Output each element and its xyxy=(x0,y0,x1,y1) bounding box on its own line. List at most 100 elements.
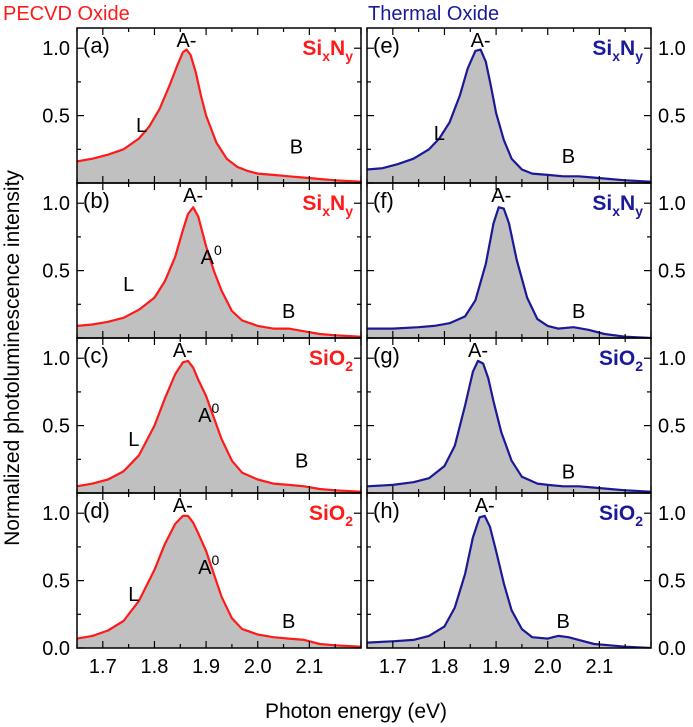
left-column-title: PECVD Oxide xyxy=(3,3,130,25)
spectrum-line-a xyxy=(77,48,361,183)
panel-e: 0.5 1.0 (e) SixNy A- L B xyxy=(366,27,686,184)
peak-annotation-b: A0 xyxy=(201,242,222,269)
panel-frame-h xyxy=(366,492,652,649)
peak-annotation-a: L xyxy=(136,115,147,137)
panel-label-g: (g) xyxy=(373,343,400,368)
y-tick-label-d: 1.0 xyxy=(42,503,70,525)
y-tick-label-b: 1.0 xyxy=(42,193,70,215)
material-label-d: SiO2 xyxy=(309,502,353,529)
peak-annotation-g: A- xyxy=(468,340,488,362)
x-tick-label-h: 1.9 xyxy=(482,656,510,678)
material-label-b: SixNy xyxy=(302,192,353,219)
y-tick-label-f: 0.5 xyxy=(658,261,686,283)
spectrum-fill-d xyxy=(77,515,361,648)
y-tick-label-a: 1.0 xyxy=(42,38,70,60)
peak-annotation-b: L xyxy=(123,274,134,296)
right-column-title: Thermal Oxide xyxy=(368,3,499,25)
panel-h: 0.0 0.5 1.0 1.7 1.8 1.9 2.0 2.1 (h) SiO2 A- B xyxy=(366,492,686,678)
y-tick-label-c: 0.5 xyxy=(42,416,70,438)
x-tick-label-d: 2.0 xyxy=(244,656,272,678)
spectrum-fill-h xyxy=(367,515,651,648)
panel-a: 0.5 1.0 (a) SixNy A- L B xyxy=(42,27,362,184)
panel-label-h: (h) xyxy=(373,498,400,523)
material-label-g: SiO2 xyxy=(599,347,643,374)
y-tick-label-h: 0.5 xyxy=(658,571,686,593)
spectrum-line-b xyxy=(77,206,361,338)
panel-label-a: (a) xyxy=(83,33,110,58)
peak-annotation-e: L xyxy=(434,123,445,145)
x-tick-label-h: 1.8 xyxy=(431,656,459,678)
peak-annotation-d: L xyxy=(128,584,139,606)
panel-d: 0.0 0.5 1.0 1.7 1.8 1.9 2.0 2.1 (d) SiO2 A- L A0 B xyxy=(42,492,362,678)
y-tick-label-f: 1.0 xyxy=(658,193,686,215)
spectrum-line-g xyxy=(367,359,651,493)
spectrum-fill-g xyxy=(367,360,651,493)
y-tick-label-e: 1.0 xyxy=(658,38,686,60)
y-tick-label-a: 0.5 xyxy=(42,106,70,128)
panel-label-b: (b) xyxy=(83,188,110,213)
spectrum-line-c xyxy=(77,359,361,493)
x-axis-label: Photon energy (eV) xyxy=(265,700,447,723)
panel-label-e: (e) xyxy=(373,33,400,58)
peak-annotation-h: A- xyxy=(475,495,495,517)
material-label-a: SixNy xyxy=(302,37,353,64)
y-tick-label-e: 0.5 xyxy=(658,106,686,128)
panel-label-d: (d) xyxy=(83,498,110,523)
y-tick-label-b: 0.5 xyxy=(42,261,70,283)
x-tick-label-d: 1.7 xyxy=(89,656,117,678)
y-tick-label-g: 0.5 xyxy=(658,416,686,438)
peak-annotation-g: B xyxy=(562,461,575,483)
x-tick-label-d: 1.8 xyxy=(141,656,169,678)
material-label-f: SixNy xyxy=(592,192,643,219)
peak-annotation-c: A- xyxy=(173,340,193,362)
y-tick-label-h: 0.0 xyxy=(658,638,686,660)
spectrum-line-d xyxy=(77,514,361,648)
peak-annotation-c: A0 xyxy=(198,400,219,427)
x-tick-label-h: 2.0 xyxy=(534,656,562,678)
peak-annotation-c: B xyxy=(295,451,308,473)
spectrum-fill-c xyxy=(77,360,361,493)
peak-annotation-c: L xyxy=(128,429,139,451)
y-tick-label-h: 1.0 xyxy=(658,503,686,525)
peak-annotation-b: A- xyxy=(183,185,203,207)
peak-annotation-h: B xyxy=(557,611,570,633)
peak-annotation-f: B xyxy=(572,301,585,323)
peak-annotation-e: B xyxy=(562,146,575,168)
spectrum-fill-a xyxy=(77,49,361,183)
y-tick-label-g: 1.0 xyxy=(658,348,686,370)
spectrum-fill-e xyxy=(367,49,651,183)
peak-annotation-d: A- xyxy=(173,495,193,517)
x-tick-label-h: 1.7 xyxy=(379,656,407,678)
y-tick-label-d: 0.0 xyxy=(42,638,70,660)
peak-annotation-b: B xyxy=(282,301,295,323)
panel-label-c: (c) xyxy=(83,343,109,368)
spectrum-line-f xyxy=(367,206,651,338)
peak-annotation-f: A- xyxy=(491,185,511,207)
x-tick-label-d: 2.1 xyxy=(295,656,323,678)
material-label-h: SiO2 xyxy=(599,502,643,529)
spectrum-line-e xyxy=(367,48,651,183)
peak-annotation-d: A0 xyxy=(198,552,219,579)
x-tick-label-d: 1.9 xyxy=(192,656,220,678)
panel-f: 0.5 1.0 (f) SixNy A- B xyxy=(366,182,686,339)
peak-annotation-e: A- xyxy=(471,30,491,52)
y-axis-label: Normalized photoluminescence intensity xyxy=(1,170,24,546)
peak-annotation-a: B xyxy=(290,137,303,159)
panel-label-f: (f) xyxy=(373,188,394,213)
material-label-c: SiO2 xyxy=(309,347,353,374)
panel-g: 0.5 1.0 (g) SiO2 A- B xyxy=(366,337,686,494)
y-tick-label-c: 1.0 xyxy=(42,348,70,370)
peak-annotation-d: B xyxy=(282,611,295,633)
panel-b: 0.5 1.0 (b) SixNy A- L A0 B xyxy=(42,182,362,339)
x-tick-label-h: 2.1 xyxy=(585,656,613,678)
material-label-e: SixNy xyxy=(592,37,643,64)
peak-annotation-a: A- xyxy=(176,30,196,52)
panel-c: 0.5 1.0 (c) SiO2 A- L A0 B xyxy=(42,337,362,494)
spectrum-fill-b xyxy=(77,207,361,338)
panel-frame-d xyxy=(76,492,362,649)
y-tick-label-d: 0.5 xyxy=(42,571,70,593)
spectrum-line-h xyxy=(367,514,651,648)
spectrum-fill-f xyxy=(367,207,651,338)
